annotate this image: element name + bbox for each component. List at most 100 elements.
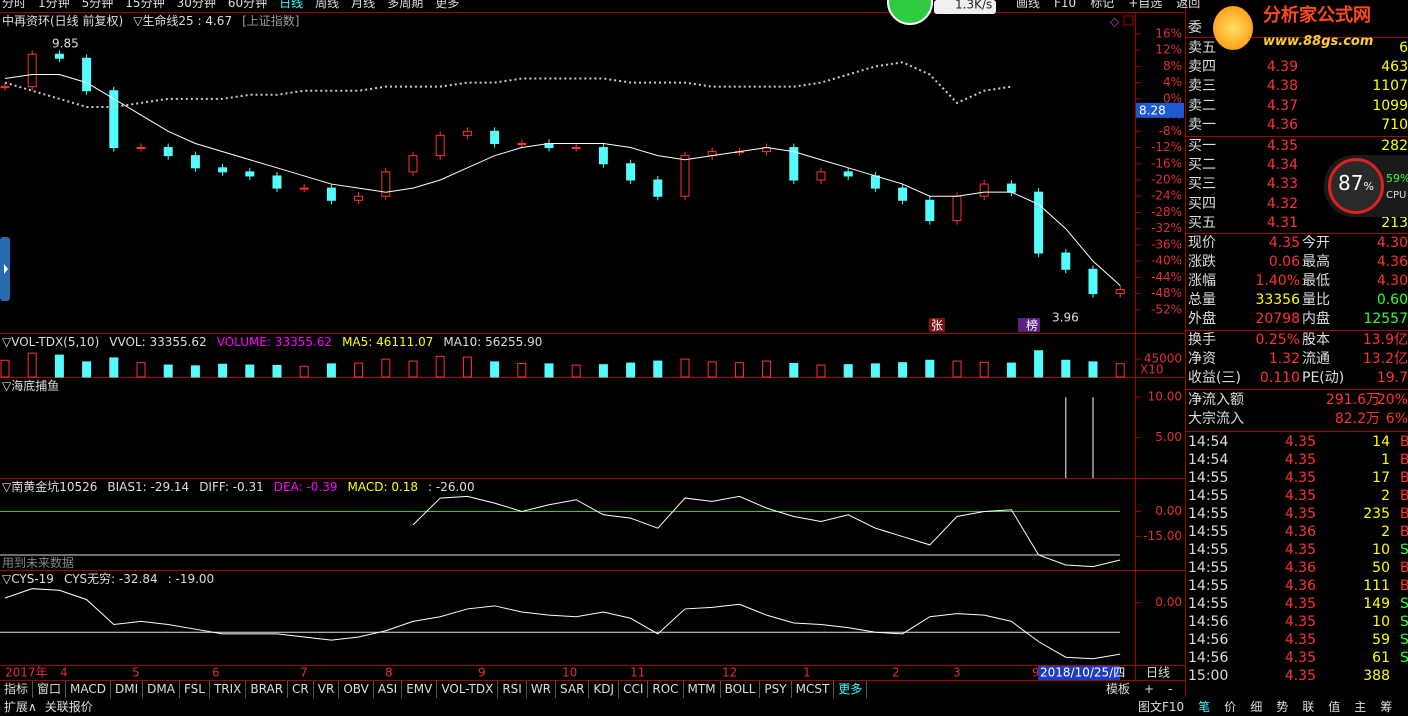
header-item: ▽CYS-19 — [2, 572, 54, 586]
status-button[interactable]: 主 — [1354, 700, 1367, 714]
header-item: : -19.00 — [167, 572, 215, 586]
trade-price: 4.35 — [1284, 650, 1316, 666]
trade-price: 4.36 — [1284, 578, 1316, 594]
period-tab[interactable]: 日线 — [279, 0, 304, 10]
candle — [136, 147, 146, 150]
tab-button[interactable]: 模板 — [1106, 682, 1131, 696]
period-label: 日线 — [1146, 666, 1170, 680]
cursor-date: 2018/10/25/四 — [1040, 666, 1125, 680]
toolbar-button[interactable]: F10 — [1054, 0, 1077, 10]
indicator-tab[interactable]: OBV — [339, 681, 374, 698]
indicator-tab[interactable]: DMA — [143, 681, 180, 698]
indicator-tab[interactable]: ROC — [648, 681, 684, 698]
trade-volume: 17 — [1372, 470, 1390, 486]
status-button[interactable]: 势 — [1276, 700, 1289, 714]
close-icon[interactable] — [1123, 15, 1134, 26]
status-button[interactable]: 价 — [1224, 700, 1237, 714]
volume-bar — [734, 362, 744, 378]
period-tab[interactable]: 60分钟 — [227, 0, 268, 10]
status-button[interactable]: 笔 — [1198, 700, 1211, 714]
tab-button[interactable]: + — [1144, 682, 1155, 696]
period-tab[interactable]: 1分钟 — [38, 0, 70, 10]
trade-price: 4.35 — [1284, 452, 1316, 468]
period-tab[interactable]: 月线 — [351, 0, 376, 10]
volume-bar — [1034, 350, 1044, 378]
trade-volume: 10 — [1372, 614, 1390, 630]
book-volume: 463 — [1381, 59, 1408, 76]
indicator-tab[interactable]: ASI — [374, 681, 403, 698]
stat-value: 0.25% — [1255, 332, 1300, 348]
status-button[interactable]: 筹 — [1380, 700, 1393, 714]
trade-time: 14:56 — [1188, 614, 1229, 630]
indicator-tab[interactable]: BOLL — [721, 681, 761, 698]
period-tab[interactable]: 分时 — [2, 0, 27, 10]
indicator-tab[interactable]: VOL-TDX — [437, 681, 499, 698]
trade-volume: 61 — [1372, 650, 1390, 666]
indicator-tab[interactable]: TRIX — [210, 681, 247, 698]
indicator-tab[interactable]: CCI — [619, 681, 649, 698]
header-item: : -26.00 — [428, 480, 475, 494]
indicator-tab[interactable]: SAR — [556, 681, 590, 698]
period-tab[interactable]: 周线 — [315, 0, 340, 10]
volume-bar — [789, 362, 799, 378]
volume-bar — [408, 360, 418, 378]
indicator-tab[interactable]: MACD — [66, 681, 112, 698]
stat-label: 涨跌 — [1188, 254, 1216, 270]
indicator-tab[interactable]: BRAR — [246, 681, 289, 698]
toolbar-button[interactable]: +自选 — [1128, 0, 1163, 10]
indicator-tab[interactable]: DMI — [111, 681, 144, 698]
trade-price: 4.35 — [1284, 488, 1316, 504]
header-item: ▽VOL-TDX(5,10) — [2, 335, 100, 349]
indicator-tab[interactable]: 指标 — [0, 681, 34, 698]
indicator-tab[interactable]: WR — [527, 681, 557, 698]
indicator-tab[interactable]: MCST — [792, 681, 835, 698]
y-tick-label: 16% — [1155, 26, 1182, 40]
indicator-tab[interactable]: MTM — [684, 681, 721, 698]
status-button[interactable]: 扩展∧ — [4, 700, 37, 714]
stat-label: 总量 — [1188, 292, 1216, 308]
volume-bar — [462, 356, 472, 378]
indicator-tab[interactable]: PSY — [760, 681, 792, 698]
status-button[interactable]: 联 — [1302, 700, 1315, 714]
candle — [1115, 289, 1125, 295]
indicator-tab[interactable]: EMV — [402, 681, 438, 698]
y-tick-label: -24% — [1151, 189, 1182, 203]
indicator-tab[interactable]: 窗口 — [33, 681, 67, 698]
indicator-tab[interactable]: FSL — [180, 681, 210, 698]
stat-label: 量比 — [1302, 292, 1330, 308]
flow-share: 20% — [1376, 392, 1408, 408]
x-axis-label: 4 — [60, 666, 68, 680]
diamond-icon[interactable]: ◇ — [1110, 15, 1120, 29]
period-tab[interactable]: 更多 — [435, 0, 460, 10]
volume-bar — [354, 362, 364, 378]
status-button[interactable]: 关联报价 — [44, 700, 93, 714]
candle — [354, 195, 364, 201]
indicator-tab[interactable]: VR — [314, 681, 340, 698]
period-tab[interactable]: 5分钟 — [81, 0, 114, 10]
tab-button[interactable]: - — [1168, 682, 1173, 696]
period-tab[interactable]: 多周期 — [387, 0, 424, 10]
low-annotation: 3.96 — [1052, 311, 1079, 325]
stat-value: 4.30 — [1376, 235, 1408, 251]
x-axis-label: 1 — [803, 666, 811, 680]
period-tab[interactable]: 15分钟 — [125, 0, 165, 10]
status-left: 扩展∧ 关联报价 — [4, 699, 93, 715]
status-button[interactable]: 图文F10 — [1138, 700, 1185, 714]
status-button[interactable]: 值 — [1328, 700, 1341, 714]
indicator-tab[interactable]: KDJ — [589, 681, 620, 698]
cursor-date-box — [1038, 666, 1120, 680]
candle — [490, 130, 500, 144]
status-button[interactable]: 细 — [1250, 700, 1263, 714]
indicator-tab[interactable]: RSI — [498, 681, 527, 698]
trade-volume: 59 — [1372, 632, 1390, 648]
period-tab[interactable]: 30分钟 — [176, 0, 216, 10]
indicator-tab[interactable]: CR — [288, 681, 314, 698]
toolbar-button[interactable]: 画线 — [1016, 0, 1041, 10]
toolbar-button[interactable]: 标记 — [1090, 0, 1115, 10]
toolbar-button[interactable]: 返回 — [1176, 0, 1201, 10]
price-label: 8.28 — [1139, 103, 1166, 117]
trade-time: 14:54 — [1188, 452, 1229, 468]
indicator-tab[interactable]: 更多 — [834, 681, 868, 698]
y-tick-label: -28% — [1151, 205, 1182, 219]
trade-side: S — [1400, 632, 1408, 648]
